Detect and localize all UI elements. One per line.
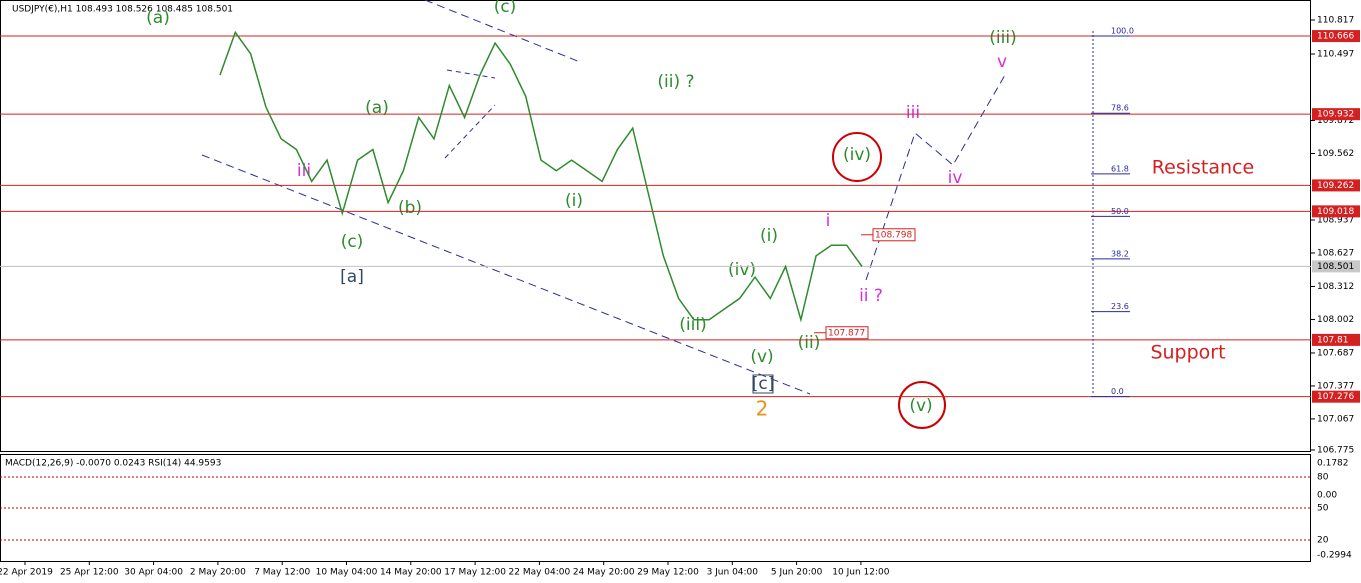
- price-tag: [1312, 333, 1360, 346]
- wave-label: v: [997, 52, 1007, 72]
- wave-label: 2: [756, 397, 769, 421]
- y-tick-label: 108.312: [1317, 282, 1354, 292]
- fib-label: 100.0: [1111, 27, 1134, 36]
- x-tick-label: 22 May 04:00: [509, 568, 571, 578]
- wave-label: (iv): [728, 260, 756, 280]
- price-tag-label: 107.276: [1317, 392, 1354, 402]
- wave-label: (b): [398, 198, 422, 218]
- y-tick-label: 108.627: [1317, 248, 1354, 258]
- x-tick-label: 24 May 20:00: [573, 568, 635, 578]
- fib-label: 38.2: [1111, 249, 1129, 258]
- fib-label: 23.6: [1111, 302, 1129, 311]
- indicator-tick-label: -0.2994: [1317, 551, 1352, 561]
- main-frame: [0, 0, 1311, 452]
- x-tick-label: 30 Apr 04:00: [124, 568, 183, 578]
- x-tick-label: 2 May 20:00: [190, 568, 246, 578]
- wave-label: (i): [760, 226, 778, 246]
- price-tag: [1312, 205, 1360, 218]
- y-tick-label: 109.872: [1317, 116, 1354, 126]
- price-tag-label: 107.81: [1317, 335, 1349, 345]
- callout-label: 108.798: [875, 230, 912, 240]
- wave-label: iv: [948, 168, 963, 188]
- indicator-title: MACD(12,26,9) -0.0070 0.0243 RSI(14) 44.…: [5, 459, 221, 469]
- indicator-tick-label: 80: [1317, 473, 1329, 483]
- x-tick-label: 7 May 12:00: [254, 568, 310, 578]
- wave-label: iii: [297, 161, 311, 181]
- x-tick-label: 22 Apr 2019: [0, 568, 53, 578]
- wave-label: (c): [494, 0, 517, 17]
- price-tag-label: 109.932: [1317, 110, 1354, 120]
- trendline: [201, 154, 811, 395]
- indicator-tick-label: 20: [1317, 536, 1329, 546]
- y-tick-label: 107.067: [1317, 414, 1354, 424]
- fib-label: 78.6: [1111, 104, 1129, 113]
- price-tag-label: 109.262: [1317, 181, 1354, 191]
- wave-label: iii: [906, 103, 920, 123]
- indicator-tick-label: 0.1782: [1317, 459, 1349, 469]
- wave-label: [a]: [340, 267, 364, 287]
- highlight-circle: [898, 381, 946, 429]
- x-tick-label: 10 Jun 12:00: [832, 568, 889, 578]
- y-tick-label: 107.687: [1317, 348, 1354, 358]
- y-tick-label: 110.497: [1317, 50, 1354, 60]
- x-tick-label: 5 Jun 20:00: [771, 568, 823, 578]
- x-tick-label: 29 May 12:00: [637, 568, 699, 578]
- price-tag: [1312, 390, 1360, 403]
- chart-title: USDJPY(€),H1 108.493 108.526 108.485 108…: [12, 5, 233, 15]
- indicator-tick-label: 50: [1317, 504, 1329, 514]
- indicator-tick-label: 0.00: [1317, 491, 1337, 501]
- wave-label: (a): [365, 98, 389, 118]
- wave-label: ii ?: [859, 286, 883, 306]
- price-tag: [1312, 30, 1360, 43]
- y-tick-label: 110.817: [1317, 15, 1354, 25]
- x-tick-label: 25 Apr 12:00: [60, 568, 119, 578]
- price-tag: [1312, 108, 1360, 121]
- callout-box: [825, 326, 869, 340]
- label-box: [752, 374, 774, 394]
- fib-label: 50.0: [1111, 207, 1129, 216]
- wave-label: [c]: [752, 374, 775, 394]
- callout-box: [872, 228, 916, 242]
- price-tag: [1312, 260, 1360, 273]
- callout-label: 107.877: [828, 328, 865, 338]
- wave-label: (v): [909, 396, 932, 416]
- wave-label: (iv): [843, 145, 871, 165]
- wave-label: i: [826, 211, 831, 231]
- wave-label: (v): [750, 347, 773, 367]
- y-tick-label: 109.562: [1317, 149, 1354, 159]
- x-tick-label: 14 May 20:00: [380, 568, 442, 578]
- price-line: [219, 30, 863, 323]
- wave-label: (ii) ?: [657, 72, 694, 92]
- trendline: [444, 104, 496, 159]
- fib-label: 61.8: [1111, 164, 1129, 173]
- wave-label: (ii): [798, 333, 821, 353]
- x-tick-label: 3 Jun 04:00: [707, 568, 759, 578]
- wave-label: (iii): [989, 28, 1016, 48]
- price-tag-label: 108.501: [1317, 262, 1354, 272]
- zone-label: Support: [1150, 342, 1225, 364]
- y-tick-label: 108.002: [1317, 315, 1354, 325]
- wave-label: (i): [565, 191, 583, 211]
- x-tick-label: 10 May 04:00: [316, 568, 378, 578]
- y-tick-label: 106.775: [1317, 445, 1354, 455]
- wave-label: (c): [341, 232, 364, 252]
- y-tick-label: 107.377: [1317, 381, 1354, 391]
- trendline: [446, 69, 496, 79]
- price-tag: [1312, 179, 1360, 192]
- zone-label: Resistance: [1152, 157, 1254, 179]
- highlight-circle: [832, 132, 882, 182]
- trendline: [424, 0, 581, 63]
- x-tick-label: 17 May 12:00: [444, 568, 506, 578]
- fib-label: 0.0: [1111, 387, 1124, 396]
- price-tag-label: 110.666: [1317, 32, 1354, 42]
- price-tag-label: 109.018: [1317, 207, 1354, 217]
- wave-label: (a): [146, 8, 170, 28]
- y-tick-label: 108.937: [1317, 215, 1354, 225]
